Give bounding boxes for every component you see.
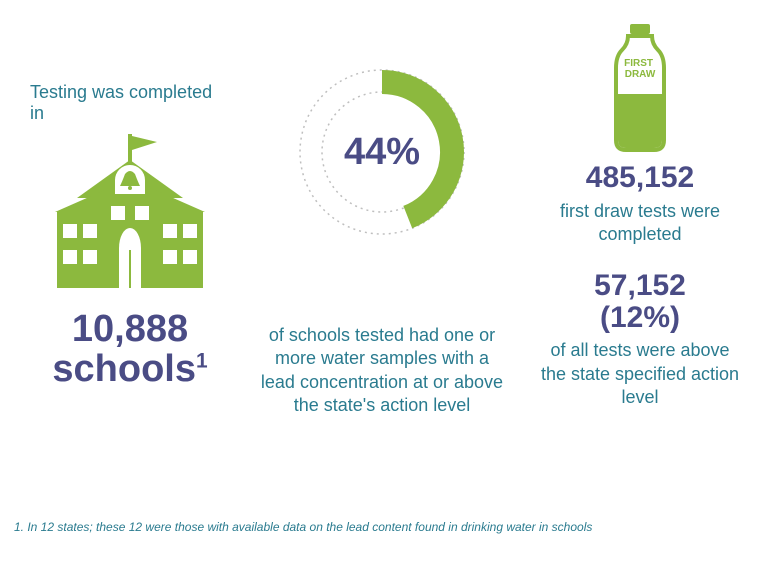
donut-chart: 44%: [294, 64, 470, 240]
tests-count: 485,152: [540, 162, 740, 194]
donut-caption: of schools tested had one or more water …: [258, 324, 506, 418]
column-schools: Testing was completed in: [30, 82, 230, 390]
schools-count: 10,888 schools1: [30, 310, 230, 390]
svg-text:FIRST DRAW: FIRST DRAW: [624, 58, 656, 80]
bottle-label-line1: FIRST: [624, 58, 653, 69]
testing-lead-text: Testing was completed in: [30, 82, 230, 124]
schools-stat: 10,888 schools1: [30, 310, 230, 390]
column-tests: FIRST DRAW 485,152 first draw tests were…: [540, 22, 740, 409]
column-donut: 44% of schools tested had one or more wa…: [258, 64, 506, 418]
donut-percent-label: 44%: [294, 64, 470, 240]
above-caption: of all tests were above the state specif…: [540, 339, 740, 409]
bottle-icon: FIRST DRAW: [608, 22, 672, 152]
bottle-label-line2: DRAW: [625, 69, 656, 80]
above-count: 57,152 (12%): [540, 270, 740, 333]
footnote: 1. In 12 states; these 12 were those wit…: [14, 520, 592, 534]
school-icon: [45, 132, 215, 292]
tests-caption: first draw tests were completed: [540, 200, 740, 247]
